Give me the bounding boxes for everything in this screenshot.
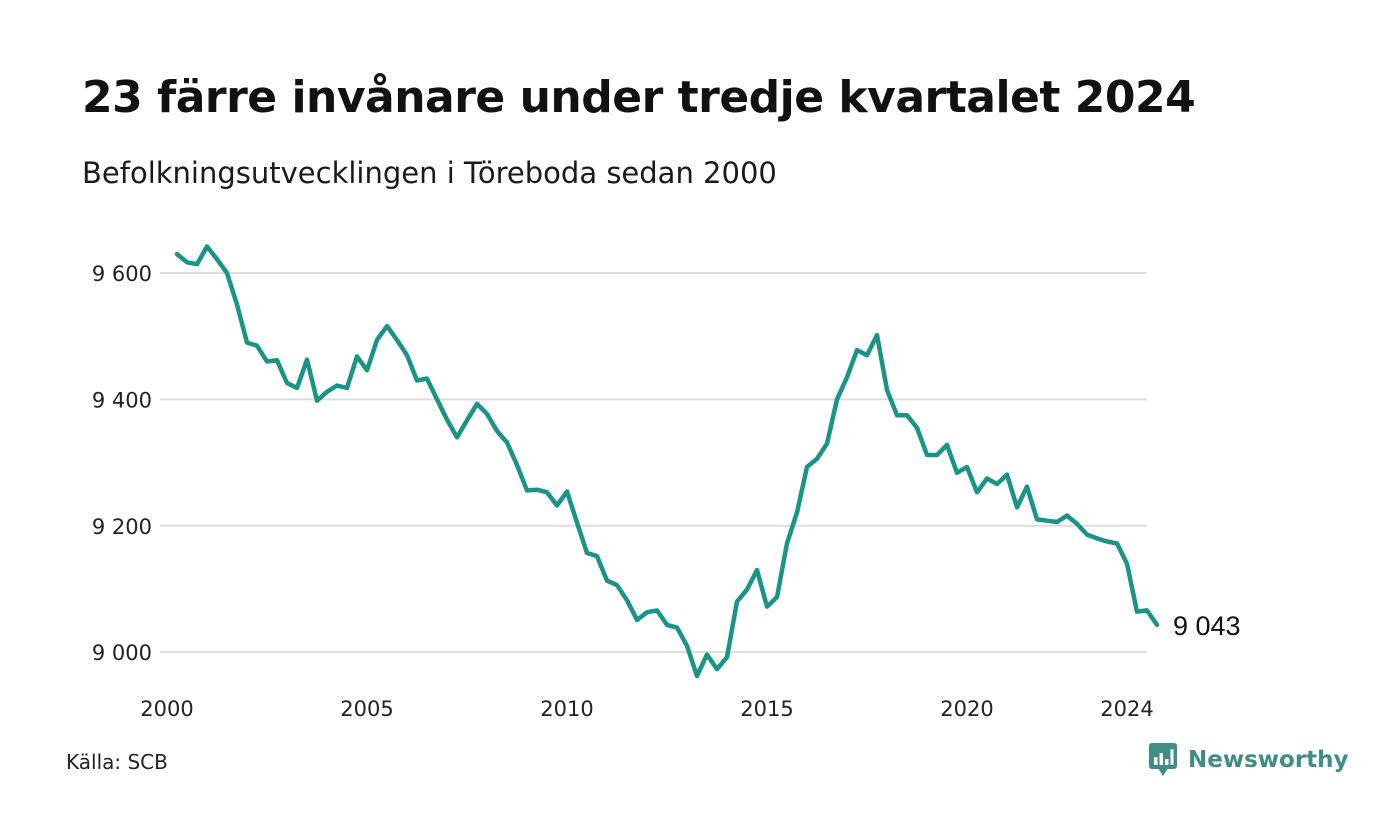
brand-logo: Newsworthy <box>1148 742 1349 778</box>
y-tick-label: 9 000 <box>92 641 152 665</box>
x-tick-label: 2024 <box>1100 697 1153 721</box>
y-axis-ticks: 9 000 9 200 9 400 9 600 <box>92 262 152 665</box>
chart-bubble-icon <box>1149 743 1177 776</box>
x-tick-label: 2000 <box>140 697 193 721</box>
y-tick-label: 9 400 <box>92 388 152 412</box>
series-group <box>174 244 1160 679</box>
x-axis-ticks: 2000 2005 2010 2015 2020 2024 <box>140 697 1153 721</box>
end-value-label: 9 043 <box>1173 611 1241 641</box>
x-tick-label: 2015 <box>740 697 793 721</box>
x-tick-label: 2010 <box>540 697 593 721</box>
chart-subtitle: Befolkningsutvecklingen i Töreboda sedan… <box>82 156 777 190</box>
gridlines <box>160 272 1147 654</box>
y-tick-label: 9 600 <box>92 262 152 286</box>
x-tick-label: 2020 <box>940 697 993 721</box>
x-tick-label: 2005 <box>340 697 393 721</box>
brand-name: Newsworthy <box>1188 747 1349 773</box>
y-tick-label: 9 200 <box>92 515 152 539</box>
series-line <box>174 244 1160 679</box>
chart-title: 23 färre invånare under tredje kvartalet… <box>82 72 1196 123</box>
source-note: Källa: SCB <box>66 750 168 774</box>
